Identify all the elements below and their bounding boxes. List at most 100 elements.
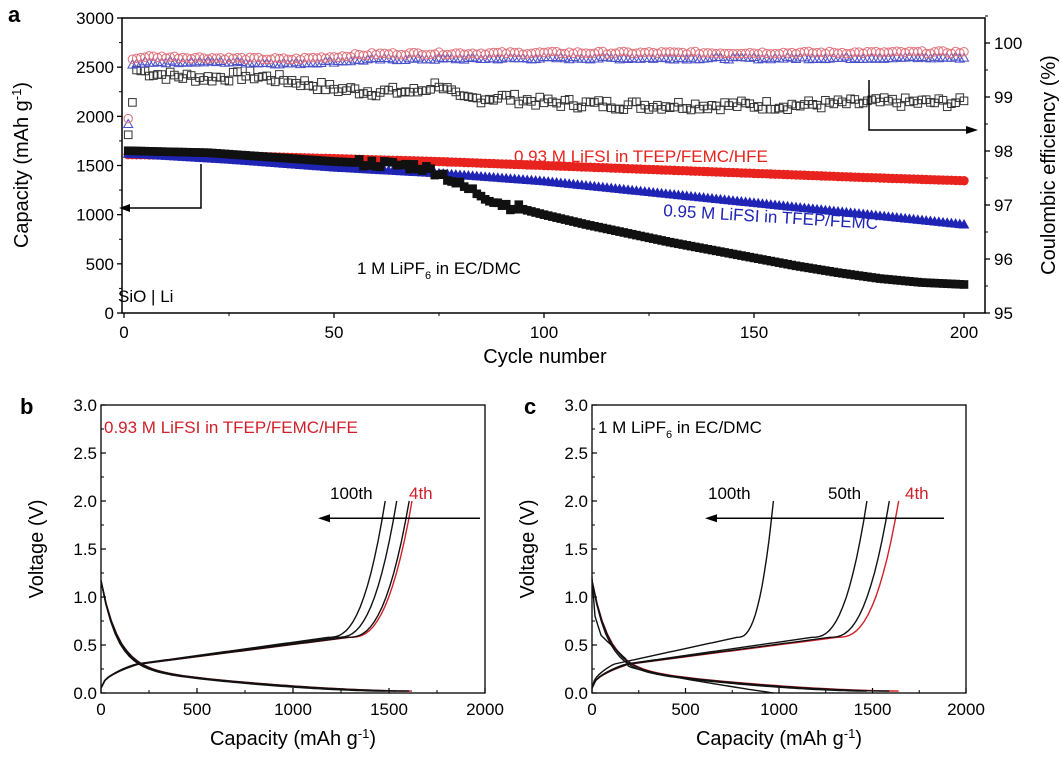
cycle-label-100th: 100th — [708, 484, 751, 503]
discharge-curve — [100, 580, 413, 692]
plot-frame — [591, 404, 967, 694]
y-right-tick-label: 97 — [994, 196, 1013, 215]
ce-marker — [173, 57, 184, 68]
ce-marker — [647, 53, 659, 63]
trend-arrow-head — [705, 514, 717, 523]
y-right-tick-label: 96 — [994, 250, 1013, 269]
ce-marker — [925, 48, 936, 59]
ce-marker — [955, 48, 965, 58]
y-tick-label: 0.5 — [73, 636, 97, 655]
x-axis-label: Capacity (mAh g-1) — [210, 726, 376, 750]
charge-curve — [591, 500, 900, 689]
ce-marker — [584, 53, 596, 64]
capacity-marker — [959, 280, 969, 289]
panel-letter-b: b — [20, 394, 33, 419]
ce-marker — [799, 51, 810, 62]
ce-marker — [400, 50, 411, 60]
panel-a: 0 500 1000 1500 2000 2500 3000 0 50 100 150 200 95 96… — [9, 9, 1060, 368]
x-tick-label: 2000 — [466, 700, 504, 719]
ce-marker — [160, 57, 172, 68]
ce-marker — [870, 53, 882, 63]
y-tick-label: 2000 — [76, 107, 114, 126]
ce-marker — [531, 101, 540, 110]
ce-marker — [135, 58, 147, 68]
ce-marker — [614, 53, 625, 64]
ce-marker — [450, 53, 462, 64]
ce-marker — [458, 54, 470, 64]
ce-marker — [530, 53, 541, 64]
trend-arrow-head — [318, 514, 330, 523]
ce-marker — [862, 53, 873, 63]
y-tick-label: 2500 — [76, 58, 114, 77]
x-tick-label: 2000 — [947, 700, 985, 719]
ce-marker — [429, 54, 441, 64]
panel-c: 0.0 0.5 1.0 1.5 2.0 2.5 3.0 0 500 1000 1500 2000 Cap… — [517, 396, 985, 750]
y-right-tick-label: 98 — [994, 142, 1013, 161]
cycle-label-100th: 100th — [330, 484, 373, 503]
ce-marker — [878, 53, 890, 63]
ce-marker — [123, 113, 133, 124]
ce-marker — [409, 47, 419, 58]
ce-marker — [765, 53, 777, 64]
discharge-curve — [100, 580, 410, 692]
ce-marker — [824, 53, 835, 63]
ce-marker — [681, 53, 693, 64]
ce-marker — [845, 53, 856, 63]
ce-marker — [341, 51, 352, 62]
x-tick-label: 500 — [183, 700, 211, 719]
ce-marker — [803, 53, 814, 64]
discharge-curve — [100, 580, 397, 692]
y-tick-label: 2.0 — [564, 492, 588, 511]
ce-marker — [778, 53, 789, 63]
capacity-marker — [958, 218, 970, 229]
x-tick-label: 50 — [325, 323, 344, 342]
x-tick-label: 1000 — [760, 700, 798, 719]
right-arrow-head — [966, 126, 978, 134]
ce-marker — [244, 57, 256, 68]
ce-marker — [122, 118, 134, 128]
y-tick-label: 1000 — [76, 206, 114, 225]
x-tick-label: 150 — [740, 323, 768, 342]
ce-marker — [317, 78, 326, 87]
y-tick-label: 1.0 — [73, 588, 97, 607]
y-tick-label: 1500 — [76, 157, 114, 176]
ce-marker — [316, 57, 327, 68]
ce-marker — [899, 52, 911, 62]
ce-marker — [958, 52, 970, 62]
panel-title-annotation: 0.93 M LiFSI in TFEP/FEMC/HFE — [104, 418, 358, 437]
y-tick-label: 2.0 — [73, 492, 97, 511]
left-axis-arrow — [122, 164, 202, 209]
ce-marker — [622, 53, 634, 64]
ce-marker — [790, 53, 802, 63]
charge-curve — [591, 500, 775, 689]
charge-curve — [591, 500, 890, 689]
x-axis-label: Cycle number — [483, 346, 607, 368]
discharge-curve — [591, 580, 899, 692]
ce-marker — [668, 53, 680, 64]
ce-marker — [959, 47, 969, 57]
ce-marker — [959, 96, 969, 106]
y-axis-label: Capacity (mAh g-1) — [9, 82, 33, 248]
ce-marker — [593, 46, 604, 57]
y-tick-label: 2.5 — [73, 444, 97, 463]
x-tick-label: 1000 — [274, 700, 312, 719]
ce-marker — [563, 53, 575, 64]
y-right-tick-label: 100 — [994, 34, 1022, 53]
ce-marker — [148, 57, 159, 67]
ce-marker — [593, 53, 604, 63]
ce-marker — [682, 49, 692, 59]
cycle-label-4th: 4th — [905, 484, 929, 503]
panel-letter-c: c — [524, 394, 536, 419]
y-tick-label: 1.5 — [564, 540, 588, 559]
ce-marker — [374, 53, 386, 64]
y-tick-label: 3.0 — [564, 396, 588, 415]
charge-curve — [591, 500, 868, 689]
ce-marker — [358, 55, 369, 65]
ce-marker — [224, 76, 234, 86]
ce-marker — [811, 53, 823, 63]
y-axis-label: Voltage (V) — [26, 500, 48, 599]
ce-marker — [215, 55, 226, 66]
ce-marker — [950, 51, 961, 61]
y-tick-label: 3.0 — [73, 396, 97, 415]
